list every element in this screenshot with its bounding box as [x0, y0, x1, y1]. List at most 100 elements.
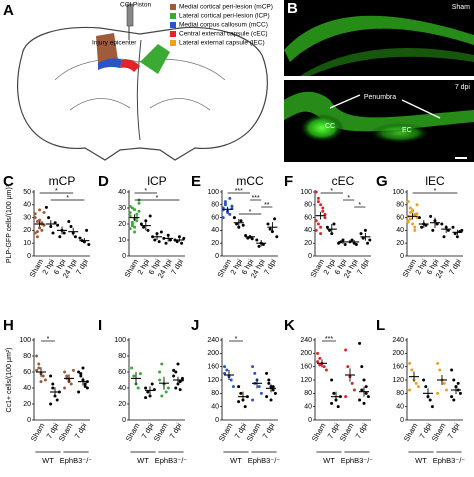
data-point	[81, 366, 85, 370]
data-point	[275, 235, 279, 239]
data-point	[259, 391, 263, 395]
data-point	[168, 238, 172, 242]
data-point	[408, 217, 412, 221]
legend-label: Medial corpus callosum (mCC)	[179, 22, 268, 29]
data-point	[268, 227, 272, 231]
y-tick-label: 30	[23, 214, 31, 221]
data-point	[153, 238, 157, 242]
data-point	[144, 386, 148, 390]
data-point	[450, 395, 454, 399]
data-point	[135, 219, 139, 223]
data-point	[273, 217, 277, 221]
group-label: WT	[230, 456, 242, 465]
data-point	[237, 225, 241, 229]
data-point	[79, 374, 83, 378]
data-point	[316, 222, 320, 226]
data-point	[250, 237, 254, 241]
panel-letter: A	[3, 2, 14, 19]
x-tick-label: Sham	[245, 421, 263, 442]
data-point	[251, 398, 255, 402]
data-point	[232, 216, 236, 220]
y-tick-label: 160	[207, 364, 219, 371]
y-tick-label: 0	[308, 253, 312, 260]
data-point	[67, 219, 71, 223]
data-point	[410, 368, 414, 372]
data-point	[452, 398, 456, 402]
x-tick-label: Sham	[57, 421, 75, 442]
data-point	[322, 365, 326, 369]
data-point	[40, 228, 44, 232]
data-point	[133, 225, 137, 229]
data-point	[422, 378, 426, 382]
y-tick-label: 240	[300, 337, 312, 344]
significance-label: *	[235, 336, 238, 343]
data-point	[150, 382, 154, 386]
y-tick-label: 0	[400, 417, 404, 424]
data-point	[273, 391, 277, 395]
data-point	[314, 219, 318, 223]
data-point	[321, 206, 325, 210]
data-point	[271, 385, 275, 389]
chart-title: mCC	[236, 174, 264, 188]
data-point	[138, 372, 142, 376]
x-tick-label: 7 dpi	[74, 257, 90, 276]
y-tick-label: 0	[27, 253, 31, 260]
data-point	[413, 225, 417, 229]
data-point	[38, 226, 42, 230]
cci-piston-label: CCI Piston	[120, 2, 151, 9]
x-tick-label: Sham	[310, 421, 328, 442]
data-point	[128, 204, 132, 208]
data-point	[71, 368, 75, 372]
data-point	[139, 222, 143, 226]
data-point	[225, 368, 229, 372]
data-point	[33, 231, 37, 235]
data-point	[180, 376, 184, 380]
data-point	[429, 214, 433, 218]
x-tick-label: Sham	[124, 421, 142, 442]
x-tick-label: 7 dpi	[169, 257, 185, 276]
data-point	[253, 371, 257, 375]
panel-letter: H	[3, 317, 14, 334]
data-point	[352, 388, 356, 392]
data-point	[33, 212, 37, 216]
y-tick-label: 50	[23, 189, 31, 196]
y-tick-label: 60	[211, 214, 219, 221]
data-point	[160, 362, 164, 366]
data-point	[175, 240, 179, 244]
data-point	[360, 388, 364, 392]
panel-letter: E	[191, 173, 201, 190]
y-tick-label: 10	[118, 237, 126, 244]
data-point	[58, 235, 62, 239]
data-point	[452, 378, 456, 382]
data-point	[176, 382, 180, 386]
data-point	[316, 200, 320, 204]
legend-swatch	[170, 4, 176, 10]
data-point	[228, 212, 232, 216]
data-point	[63, 386, 67, 390]
annotation: Penumbra	[364, 94, 396, 101]
y-tick-label: 40	[211, 227, 219, 234]
group-label: EphB3⁻/⁻	[155, 456, 188, 465]
x-tick-label: Sham	[29, 421, 47, 442]
data-point	[166, 386, 170, 390]
panel-letter: D	[98, 173, 109, 190]
data-point	[148, 394, 152, 398]
data-point	[37, 366, 41, 370]
data-point	[230, 204, 234, 208]
y-tick-label: 20	[23, 401, 31, 408]
y-tick-label: 0	[400, 253, 404, 260]
data-point	[267, 381, 271, 385]
data-point	[42, 210, 46, 214]
data-point	[321, 209, 325, 213]
data-point	[358, 398, 362, 402]
data-point	[164, 390, 168, 394]
data-point	[37, 362, 41, 366]
y-tick-label: 100	[207, 189, 219, 196]
significance-label: *	[434, 188, 437, 195]
data-point	[172, 374, 176, 378]
group-label: WT	[323, 456, 335, 465]
panel-letter: L	[376, 317, 385, 334]
data-point	[158, 370, 162, 374]
y-tick-label: 60	[396, 214, 404, 221]
y-tick-label: 40	[304, 404, 312, 411]
